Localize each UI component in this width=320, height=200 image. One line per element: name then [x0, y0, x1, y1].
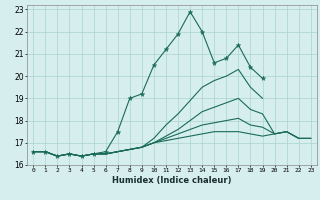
X-axis label: Humidex (Indice chaleur): Humidex (Indice chaleur) — [112, 176, 232, 185]
